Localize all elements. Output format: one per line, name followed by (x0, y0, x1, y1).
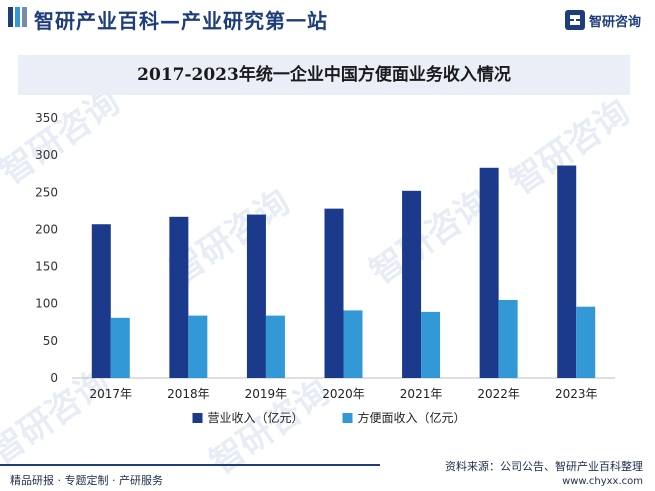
bar-revenue (479, 167, 499, 378)
y-tick-label: 0 (50, 371, 58, 385)
legend-swatch (342, 413, 353, 423)
bar-instant-noodle (188, 315, 208, 378)
title-bar: 2017-2023年统一企业中国方便面业务收入情况 (18, 55, 630, 95)
bar-revenue (402, 190, 422, 378)
bar-revenue (169, 216, 189, 378)
y-tick-label: 50 (43, 334, 58, 348)
x-tick-label: 2020年 (322, 387, 365, 401)
brand-logo-icon (564, 10, 585, 30)
bar-instant-noodle (265, 315, 285, 378)
footer-divider (0, 464, 380, 466)
brand[interactable]: 智研咨询 (564, 9, 641, 31)
header-slogan: 智研产业百科—产业研究第一站 (34, 9, 328, 33)
legend-swatch (192, 413, 203, 423)
brand-name: 智研咨询 (588, 14, 641, 30)
y-tick-label: 150 (35, 260, 58, 274)
logo-mark-icon (8, 7, 27, 27)
x-tick-label: 2017年 (90, 387, 133, 401)
chart-title: 2017-2023年统一企业中国方便面业务收入情况 (137, 65, 511, 85)
footer-tagline: 精品研报 · 专题定制 · 产研服务 (10, 474, 163, 487)
bar-revenue (557, 165, 577, 378)
header: 智研产业百科—产业研究第一站 智研咨询 (0, 0, 655, 40)
bar-instant-noodle (110, 317, 130, 378)
bar-revenue (91, 224, 111, 378)
x-tick-label: 2019年 (245, 387, 288, 401)
bar-instant-noodle (576, 306, 596, 378)
bar-chart: 0 50 100 150 200 250 300 350 2017年 2018年 2019年 2020… (35, 111, 615, 425)
y-tick-label: 200 (35, 222, 58, 236)
y-tick-label: 350 (35, 111, 58, 125)
y-tick-label: 250 (35, 185, 58, 199)
bar-instant-noodle (421, 311, 441, 378)
website-link[interactable]: www.chyxx.com (562, 476, 643, 487)
x-tick-label: 2021年 (400, 387, 443, 401)
x-tick-label: 2023年 (555, 387, 598, 401)
legend-label: 营业收入（亿元） (208, 410, 304, 425)
x-tick-label: 2022年 (477, 387, 520, 401)
bar-instant-noodle (498, 300, 518, 378)
y-tick-label: 300 (35, 148, 58, 162)
bar-instant-noodle (343, 310, 363, 378)
legend-label: 方便面收入（亿元） (358, 410, 466, 425)
bar-revenue (246, 214, 266, 378)
x-tick-label: 2018年 (167, 387, 210, 401)
data-source: 资料来源：公司公告、智研产业百科整理 (445, 460, 643, 473)
y-tick-label: 100 (35, 297, 58, 311)
bar-revenue (324, 208, 344, 378)
